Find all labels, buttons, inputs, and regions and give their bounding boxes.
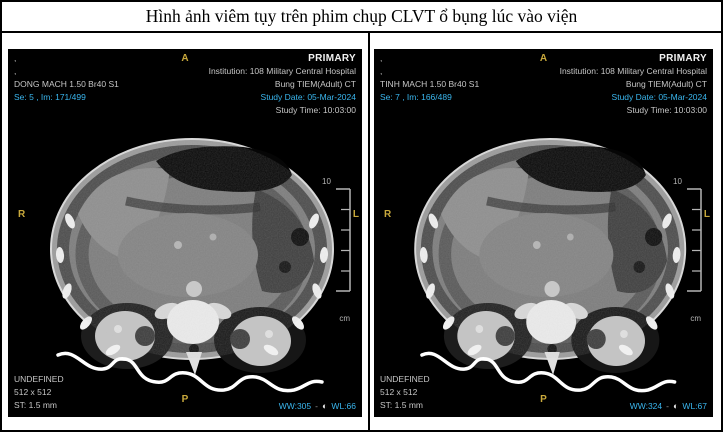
orientation-marker-left: L (703, 209, 710, 220)
ruler-unit-label: cm (339, 314, 350, 323)
scale-ruler: 10 cm (322, 177, 354, 323)
ruler-top-label: 10 (673, 177, 682, 186)
patient-line: , (14, 53, 17, 63)
image-type: UNDEFINED (380, 374, 430, 384)
cell-venous: , , TINH MACH 1.50 Br40 S1 Se: 7 , Im: 1… (370, 33, 721, 430)
image-params-block: UNDEFINED 512 x 512 ST: 1.5 mm (380, 373, 430, 412)
series-image-counter: Se: 5 , Im: 171/499 (14, 92, 86, 102)
cell-arterial: , , DONG MACH 1.50 Br40 S1 Se: 5 , Im: 1… (2, 33, 370, 430)
ct-panel-arterial: , , DONG MACH 1.50 Br40 S1 Se: 5 , Im: 1… (8, 49, 362, 417)
slice-thickness: ST: 1.5 mm (14, 400, 57, 410)
protocol-label: Bung TIEM(Adult) CT (274, 79, 356, 89)
image-type: UNDEFINED (14, 374, 64, 384)
orientation-marker-anterior: A (181, 53, 189, 64)
orientation-marker-left: L (352, 209, 359, 220)
contrast-icon: ◐ (672, 400, 679, 411)
window-width-value: WW:324 (629, 401, 663, 411)
ww-wl-separator: - (666, 401, 669, 411)
orientation-marker-posterior: P (540, 394, 547, 405)
institution-label: Institution: 108 Military Central Hospit… (559, 66, 707, 76)
slice-thickness: ST: 1.5 mm (380, 400, 423, 410)
ruler-top-label: 10 (322, 177, 331, 186)
primary-label: PRIMARY (308, 53, 356, 64)
ruler-ticks-icon (335, 188, 351, 292)
figure-title: Hình ảnh viêm tụy trên phim chụp CLVT ổ … (145, 6, 578, 26)
image-params-block: UNDEFINED 512 x 512 ST: 1.5 mm (14, 373, 64, 412)
ruler-ticks-icon (686, 188, 702, 292)
primary-label: PRIMARY (659, 53, 707, 64)
patient-line: , (380, 53, 383, 63)
series-image-counter: Se: 7 , Im: 166/489 (380, 92, 452, 102)
patient-line: , (14, 66, 17, 76)
study-info-block: PRIMARY Institution: 108 Military Centra… (209, 52, 356, 117)
orientation-marker-anterior: A (539, 53, 548, 64)
patient-line: , (380, 66, 383, 76)
institution-label: Institution: 108 Military Central Hospit… (208, 66, 356, 76)
series-info-block: , , DONG MACH 1.50 Br40 S1 Se: 5 , Im: 1… (14, 52, 119, 104)
figure-title-bar: Hình ảnh viêm tụy trên phim chụp CLVT ổ … (2, 2, 721, 33)
study-time: Study Time: 10:03:00 (626, 105, 707, 115)
study-date: Study Date: 05-Mar-2024 (611, 92, 707, 102)
series-name: DONG MACH 1.50 Br40 S1 (14, 79, 119, 89)
window-width-value: WW:305 (278, 401, 312, 411)
ww-wl-separator: - (315, 401, 318, 411)
orientation-marker-posterior: P (181, 394, 189, 405)
study-info-block: PRIMARY Institution: 108 Military Centra… (560, 52, 707, 117)
orientation-marker-right: R (384, 209, 392, 220)
orientation-marker-right: R (18, 209, 26, 220)
window-level-readout: WW:305 - ◐ WL:66 (279, 401, 356, 411)
protocol-label: Bung TIEM(Adult) CT (625, 79, 707, 89)
matrix-size: 512 x 512 (380, 387, 418, 397)
scale-ruler: 10 cm (673, 177, 705, 323)
series-name: TINH MACH 1.50 Br40 S1 (380, 79, 480, 89)
window-level-readout: WW:324 - ◐ WL:67 (630, 401, 707, 411)
study-date: Study Date: 05-Mar-2024 (260, 92, 356, 102)
ruler-unit-label: cm (690, 314, 701, 323)
matrix-size: 512 x 512 (14, 387, 52, 397)
contrast-icon: ◐ (321, 400, 328, 411)
window-level-value: WL:67 (682, 401, 707, 411)
study-time: Study Time: 10:03:00 (275, 105, 356, 115)
series-info-block: , , TINH MACH 1.50 Br40 S1 Se: 7 , Im: 1… (380, 52, 479, 104)
figure-content: , , DONG MACH 1.50 Br40 S1 Se: 5 , Im: 1… (2, 33, 721, 430)
window-level-value: WL:66 (331, 401, 356, 411)
ct-panel-venous: , , TINH MACH 1.50 Br40 S1 Se: 7 , Im: 1… (374, 49, 713, 417)
